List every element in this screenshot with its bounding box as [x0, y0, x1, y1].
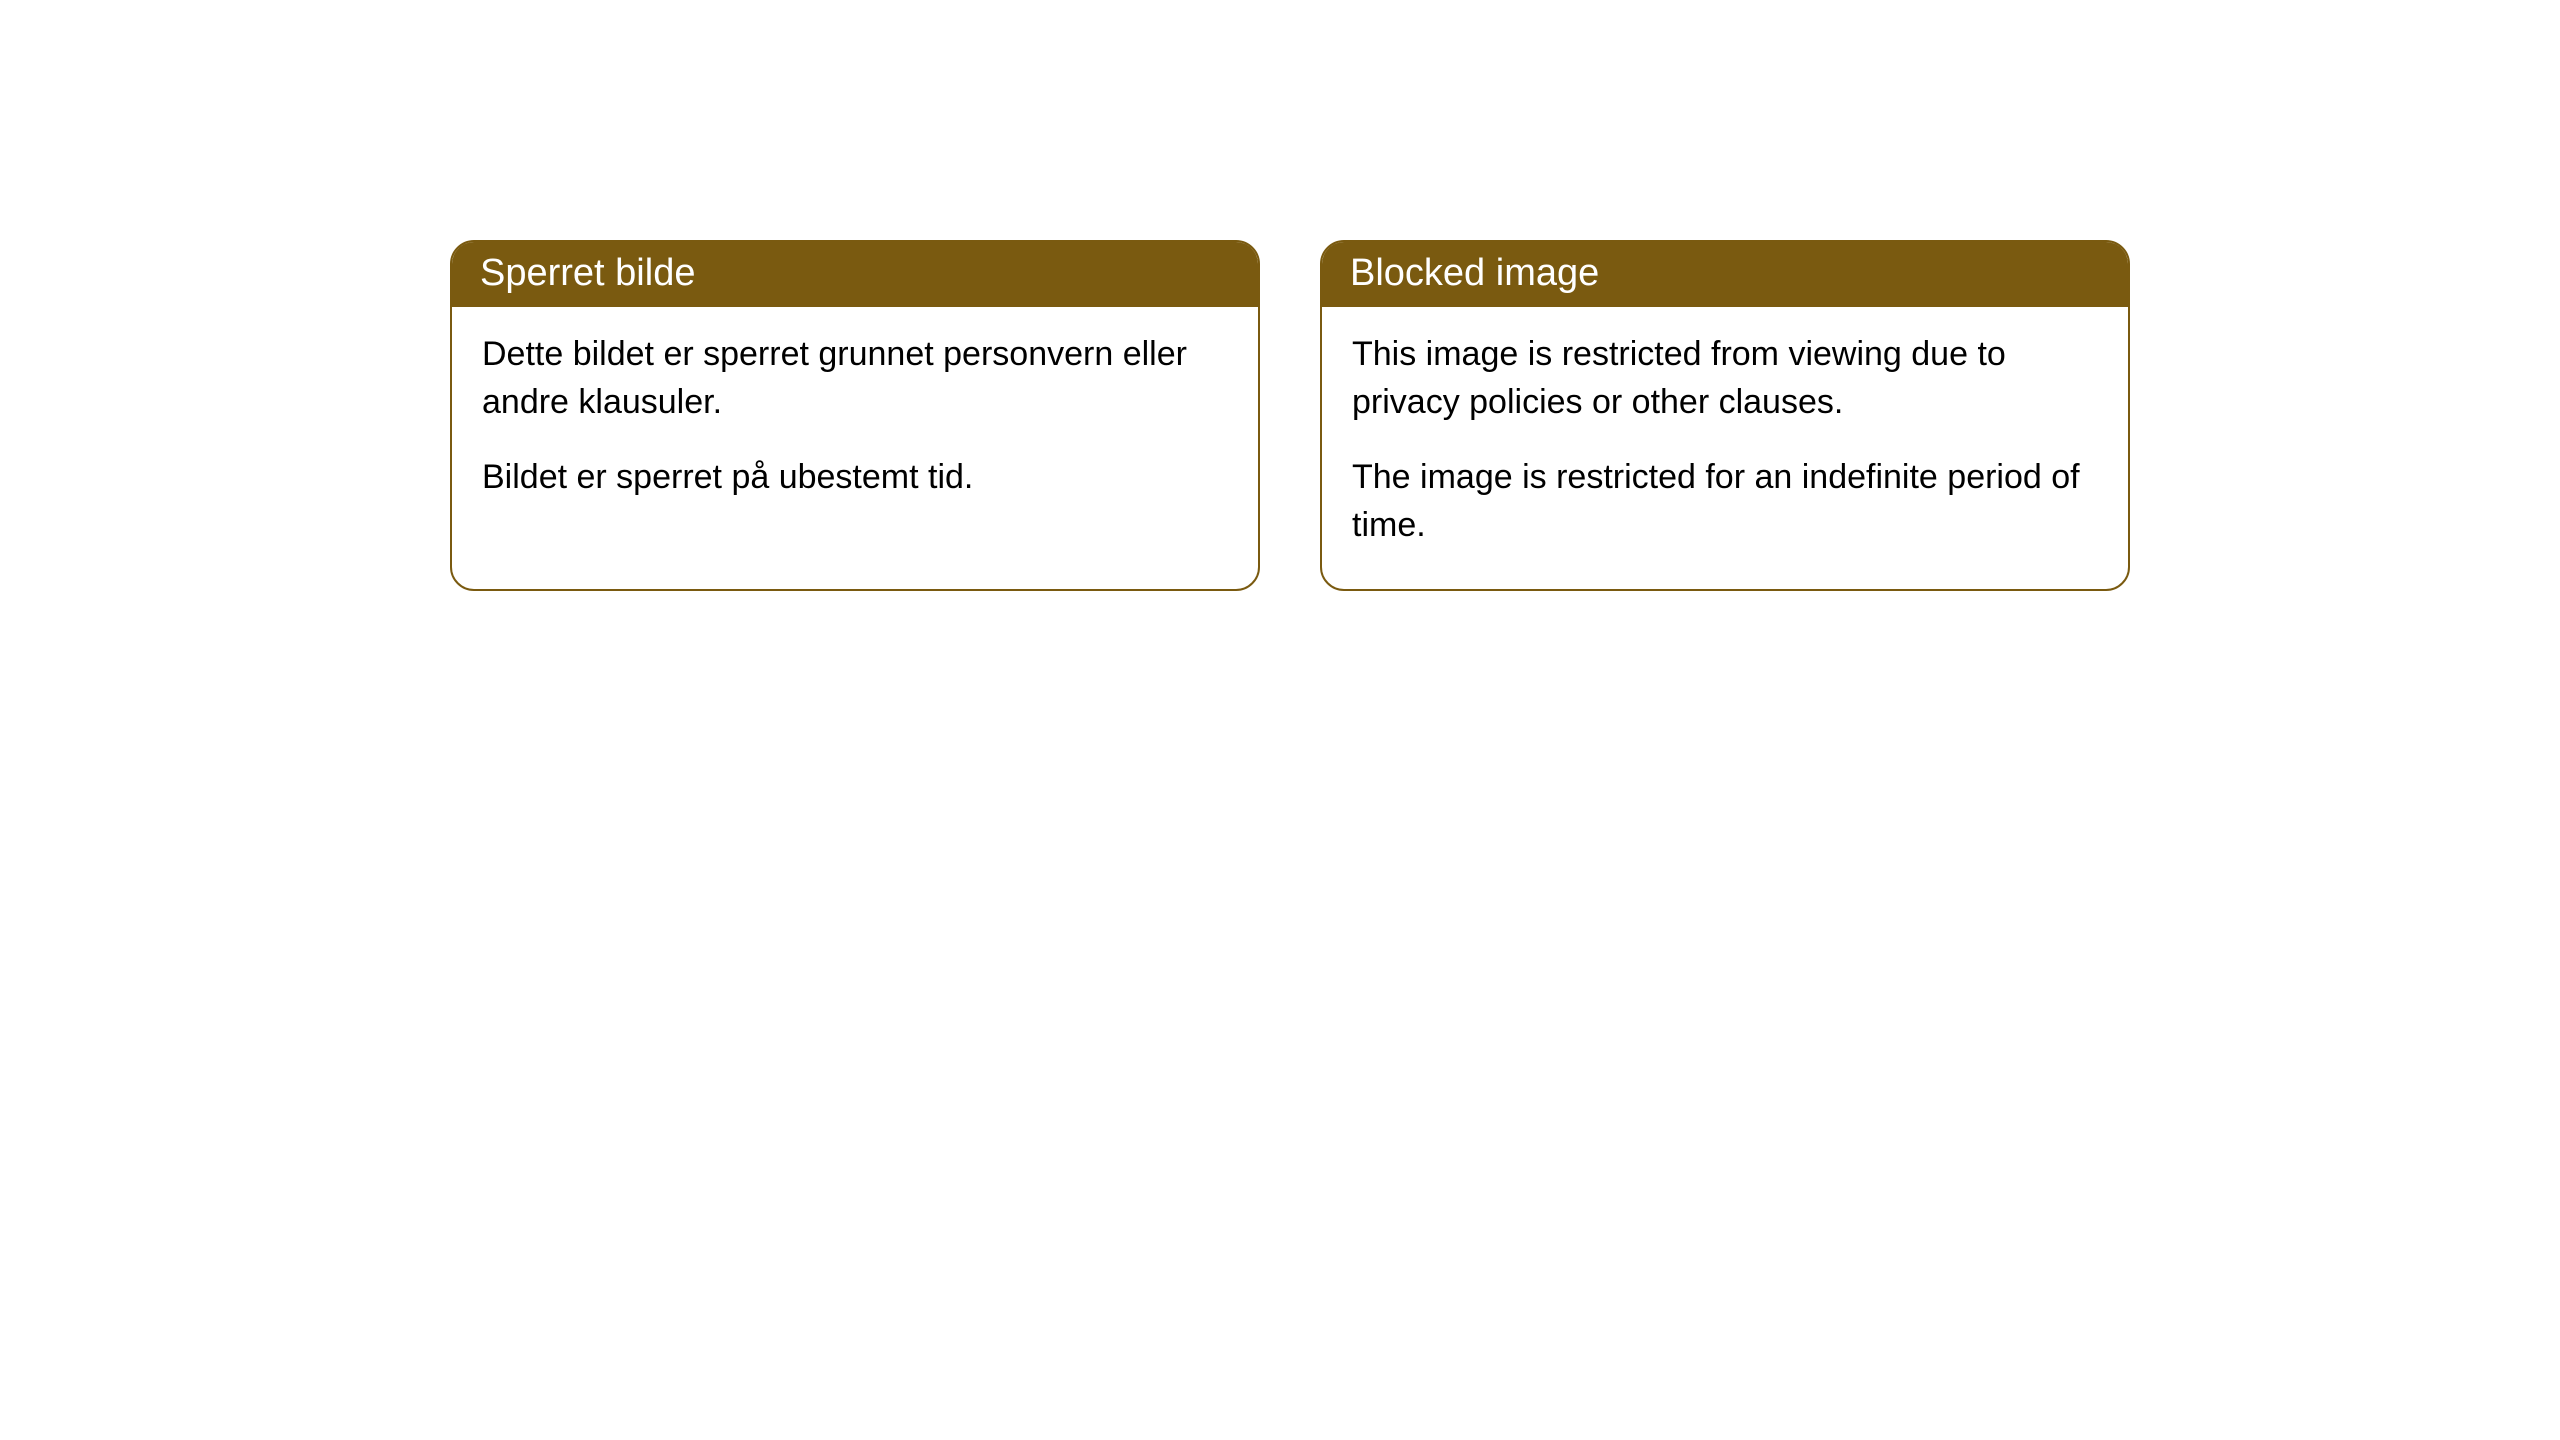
panel-paragraph: The image is restricted for an indefinit… — [1352, 454, 2098, 549]
panel-body-norwegian: Dette bildet er sperret grunnet personve… — [452, 307, 1258, 542]
panel-title: Blocked image — [1350, 252, 1599, 294]
panel-title: Sperret bilde — [480, 252, 695, 294]
panel-english: Blocked image This image is restricted f… — [1320, 240, 2130, 591]
panel-header-norwegian: Sperret bilde — [452, 242, 1258, 307]
panel-paragraph: Dette bildet er sperret grunnet personve… — [482, 331, 1228, 426]
panel-paragraph: Bildet er sperret på ubestemt tid. — [482, 454, 1228, 502]
panels-container: Sperret bilde Dette bildet er sperret gr… — [450, 240, 2130, 591]
panel-header-english: Blocked image — [1322, 242, 2128, 307]
panel-body-english: This image is restricted from viewing du… — [1322, 307, 2128, 589]
panel-paragraph: This image is restricted from viewing du… — [1352, 331, 2098, 426]
panel-norwegian: Sperret bilde Dette bildet er sperret gr… — [450, 240, 1260, 591]
